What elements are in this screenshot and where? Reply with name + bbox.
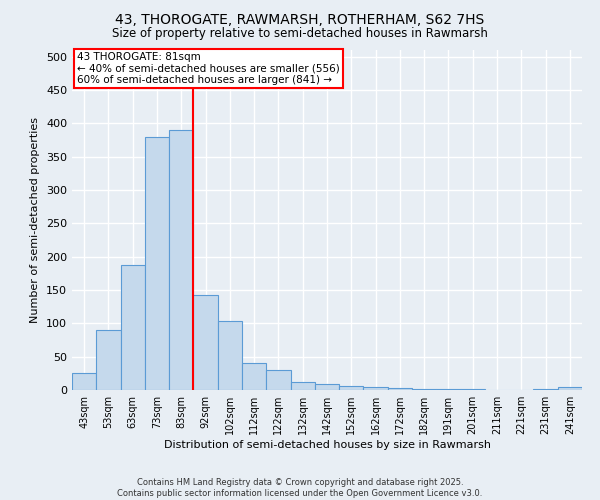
Bar	[290, 382, 315, 390]
Bar	[218, 322, 242, 390]
Bar	[169, 130, 193, 390]
Bar	[388, 388, 412, 390]
Text: 43, THOROGATE, RAWMARSH, ROTHERHAM, S62 7HS: 43, THOROGATE, RAWMARSH, ROTHERHAM, S62 …	[115, 12, 485, 26]
Bar	[364, 388, 388, 390]
Bar	[266, 370, 290, 390]
Bar	[96, 330, 121, 390]
Y-axis label: Number of semi-detached properties: Number of semi-detached properties	[31, 117, 40, 323]
Bar	[242, 364, 266, 390]
Text: Size of property relative to semi-detached houses in Rawmarsh: Size of property relative to semi-detach…	[112, 28, 488, 40]
Bar	[412, 388, 436, 390]
Text: Contains HM Land Registry data © Crown copyright and database right 2025.
Contai: Contains HM Land Registry data © Crown c…	[118, 478, 482, 498]
Bar	[121, 266, 145, 390]
Bar	[339, 386, 364, 390]
Bar	[72, 374, 96, 390]
Bar	[145, 136, 169, 390]
Bar	[193, 294, 218, 390]
Text: 43 THOROGATE: 81sqm
← 40% of semi-detached houses are smaller (556)
60% of semi-: 43 THOROGATE: 81sqm ← 40% of semi-detach…	[77, 52, 340, 85]
X-axis label: Distribution of semi-detached houses by size in Rawmarsh: Distribution of semi-detached houses by …	[163, 440, 491, 450]
Bar	[315, 384, 339, 390]
Bar	[558, 388, 582, 390]
